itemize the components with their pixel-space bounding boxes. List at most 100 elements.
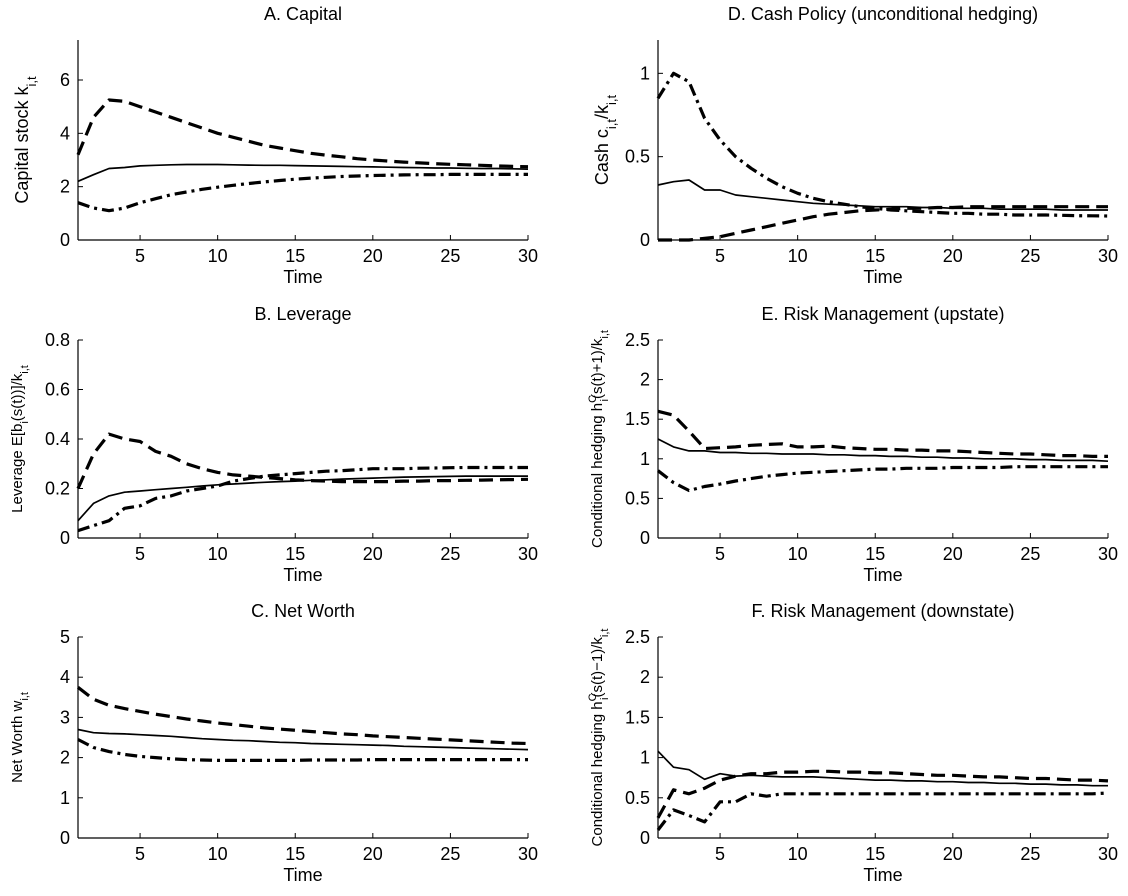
y-tick-label: 0 — [640, 528, 650, 548]
panel-d: 5 10 15 20 25 30 0 0.5 1 D. Cash Policy (uncondit… — [592, 4, 1118, 287]
x-tick-label: 25 — [440, 246, 460, 266]
panel-f: 5 10 15 20 25 30 0 0.5 1 1.5 2 2.5 F. Risk Managemen… — [587, 601, 1118, 885]
series-line-dashed — [656, 769, 1109, 819]
y-tick-label: 2 — [640, 667, 650, 687]
x-tick-label: 5 — [715, 246, 725, 266]
panel-title: B. Leverage — [254, 304, 351, 324]
panel-title: C. Net Worth — [251, 601, 355, 621]
x-tick-label: 10 — [788, 544, 808, 564]
series-line-dashdot — [657, 465, 1108, 493]
y-tick-label: 0.5 — [625, 488, 650, 508]
series-line-dashdot — [656, 71, 1109, 218]
x-tick-label: 15 — [285, 246, 305, 266]
y-tick-label: 0.2 — [45, 479, 70, 499]
x-tick-label: 30 — [518, 844, 538, 864]
panel-title: E. Risk Management (upstate) — [761, 304, 1004, 324]
y-tick-label: 2.5 — [625, 330, 650, 350]
panel-title: A. Capital — [264, 4, 342, 24]
y-tick-label: 0 — [60, 528, 70, 548]
x-axis-label: Time — [863, 267, 902, 287]
y-tick-label: 0.8 — [45, 330, 70, 350]
x-tick-label: 15 — [865, 544, 885, 564]
y-tick-label: 2 — [60, 748, 70, 768]
y-tick-label: 2 — [60, 177, 70, 197]
series-line-solid — [657, 438, 1109, 463]
y-tick-label: 0 — [640, 230, 650, 250]
series-line-solid — [77, 475, 528, 522]
x-axis-label: Time — [863, 865, 902, 885]
panel-a: 5 10 15 20 25 30 0 2 4 6 A. Capital Time Capital sto… — [12, 4, 538, 287]
y-tick-label: 1 — [640, 63, 650, 83]
x-tick-label: 15 — [865, 844, 885, 864]
y-tick-label: 0.4 — [45, 429, 70, 449]
y-axis-label: Conditional hedging hCi(s(t)+1)/ki,t — [587, 330, 611, 548]
x-tick-label: 20 — [363, 844, 383, 864]
x-tick-label: 25 — [440, 544, 460, 564]
y-tick-label: 1 — [60, 788, 70, 808]
series-line-dashdot — [77, 738, 528, 763]
x-tick-label: 10 — [208, 844, 228, 864]
x-tick-label: 5 — [715, 544, 725, 564]
x-tick-label: 25 — [440, 844, 460, 864]
y-tick-label: 0.5 — [625, 788, 650, 808]
x-tick-label: 15 — [285, 844, 305, 864]
panel-title: F. Risk Management (downstate) — [751, 601, 1014, 621]
series-line-dashed — [76, 98, 529, 169]
panel-c: 5 10 15 20 25 30 0 1 2 3 4 5 C. Net Worth Time Net Wor… — [9, 601, 538, 885]
series-line-dashed — [77, 686, 529, 746]
y-axis-label: Cash ci,t/ki,t — [592, 94, 619, 185]
y-tick-label: 1 — [640, 449, 650, 469]
x-tick-label: 5 — [135, 544, 145, 564]
series-line-dashdot — [77, 172, 528, 213]
y-axis-label: Conditional hedging hCi(s(t)−1)/ki,t — [587, 629, 611, 847]
y-tick-label: 1.5 — [625, 409, 650, 429]
series-line-dashed — [657, 409, 1108, 458]
panel-b: 5 10 15 20 25 30 0 0.2 0.4 0.6 0.8 B. Leverage Time L… — [9, 304, 538, 585]
y-tick-label: 4 — [60, 667, 70, 687]
y-tick-label: 4 — [60, 123, 70, 143]
y-tick-label: 0 — [640, 828, 650, 848]
x-tick-label: 20 — [363, 246, 383, 266]
x-tick-label: 5 — [135, 844, 145, 864]
panel-e: 5 10 15 20 25 30 0 0.5 1 1.5 2 2.5 E. Risk Managemen… — [587, 304, 1118, 585]
x-axis-label: Time — [283, 267, 322, 287]
series-line-dashdot — [77, 465, 528, 533]
x-axis-label: Time — [863, 565, 902, 585]
x-axis-label: Time — [283, 865, 322, 885]
y-tick-label: 0.5 — [625, 147, 650, 167]
y-tick-label: 2.5 — [625, 627, 650, 647]
series-line-solid — [657, 750, 1108, 787]
x-tick-label: 20 — [943, 844, 963, 864]
x-tick-label: 25 — [1020, 844, 1040, 864]
y-tick-label: 0.6 — [45, 380, 70, 400]
x-tick-label: 10 — [788, 246, 808, 266]
series-line-solid — [657, 179, 1108, 211]
x-tick-label: 10 — [788, 844, 808, 864]
x-tick-label: 30 — [518, 544, 538, 564]
x-tick-label: 15 — [285, 544, 305, 564]
x-tick-label: 20 — [943, 246, 963, 266]
y-tick-label: 5 — [60, 627, 70, 647]
x-tick-label: 10 — [208, 246, 228, 266]
x-tick-label: 25 — [1020, 246, 1040, 266]
x-tick-label: 25 — [1020, 544, 1040, 564]
x-tick-label: 30 — [518, 246, 538, 266]
x-tick-label: 5 — [135, 246, 145, 266]
y-tick-label: 6 — [60, 70, 70, 90]
x-tick-label: 30 — [1098, 246, 1118, 266]
series-line-solid — [77, 163, 529, 183]
series-line-dashed — [76, 432, 529, 490]
y-tick-label: 1 — [640, 748, 650, 768]
x-tick-label: 20 — [363, 544, 383, 564]
y-tick-label: 3 — [60, 707, 70, 727]
series-line-dashed — [658, 205, 1108, 242]
series-line-dashdot — [656, 791, 1109, 831]
x-tick-label: 10 — [208, 544, 228, 564]
y-tick-label: 2 — [640, 370, 650, 390]
y-tick-label: 0 — [60, 828, 70, 848]
y-axis-label: Leverage E[bi(s(t))]/ki,t — [9, 365, 31, 513]
y-axis-label: Net Worth wi,t — [9, 692, 31, 783]
x-axis-label: Time — [283, 565, 322, 585]
y-axis-label: Capital stock ki,t — [12, 76, 39, 204]
